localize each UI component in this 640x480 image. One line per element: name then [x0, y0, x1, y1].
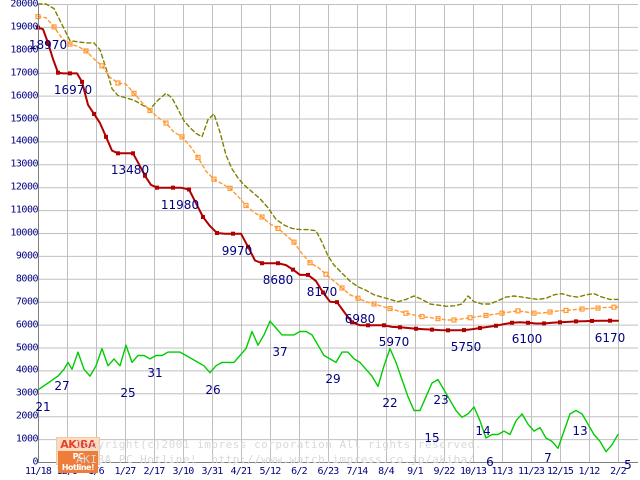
x-axis-tick: 9/1: [407, 466, 423, 477]
x-axis-tick: 4/21: [230, 466, 253, 477]
price-label: 16970: [53, 83, 93, 98]
x-axis-tick: 6/2: [291, 466, 307, 477]
price-label: 6980: [344, 312, 376, 327]
series-shop-count: [37, 320, 619, 453]
x-axis-tick: 1/6: [88, 466, 104, 477]
y-axis-tick: 2000: [15, 410, 39, 422]
y-axis-tick: 19000: [10, 21, 38, 33]
y-axis-tick: 6000: [15, 319, 39, 331]
price-label: 18970: [28, 37, 68, 52]
x-axis-tick: 1/12: [578, 466, 601, 477]
grid-lines: [38, 4, 638, 463]
shop-count-label: 7: [544, 451, 552, 466]
y-axis-tick: 10000: [10, 227, 38, 239]
shop-count-label: 5: [624, 458, 632, 473]
price-label: 9970: [221, 243, 253, 258]
y-axis-tick: 17000: [10, 67, 38, 79]
x-axis-tick: 6/23: [317, 466, 340, 477]
x-axis-tick: 12/9: [56, 466, 79, 477]
y-axis-tick: 14000: [10, 135, 38, 147]
y-axis-tick: 8000: [15, 273, 39, 285]
price-label: 8680: [262, 273, 294, 288]
x-axis-tick: 1/27: [114, 466, 137, 477]
shop-count-label: 23: [433, 392, 449, 407]
series-lowest-price: [36, 25, 619, 333]
y-axis-tick: 0: [32, 456, 38, 468]
shop-count-label: 29: [325, 372, 341, 387]
y-axis-tick: 16000: [10, 90, 38, 102]
shop-count-label: 31: [147, 365, 163, 380]
series-highest-price: [37, 3, 619, 307]
y-axis-tick: 4000: [15, 364, 39, 376]
shop-count-label: 26: [205, 382, 221, 397]
y-axis-tick: 3000: [15, 387, 39, 399]
price-label: 13480: [110, 163, 150, 178]
shop-count-label: 21: [35, 399, 51, 414]
x-axis-tick: 2/17: [143, 466, 166, 477]
x-axis-tick: 7/14: [346, 466, 369, 477]
y-axis-tick: 9000: [15, 250, 39, 262]
x-axis-tick: 11/18: [24, 466, 52, 477]
x-axis-tick: 2/2: [610, 466, 626, 477]
shop-count-label: 14: [475, 423, 491, 438]
shop-count-label: 6: [486, 454, 494, 469]
y-axis-tick: 5000: [15, 342, 39, 353]
y-axis-tick: 11000: [10, 204, 38, 216]
y-axis-tick: 1000: [15, 433, 39, 445]
price-label: 6100: [511, 332, 543, 347]
price-label: 8170: [306, 284, 338, 299]
price-label: 6170: [594, 330, 626, 345]
x-axis-tick: 5/12: [259, 466, 282, 477]
x-axis-tick: 8/4: [378, 466, 394, 477]
price-label: 11980: [160, 197, 200, 212]
shop-count-label: 13: [572, 423, 588, 438]
y-axis-tick: 13000: [10, 158, 38, 170]
x-axis-tick: 3/10: [172, 466, 195, 477]
x-axis-tick: 11/23: [517, 466, 545, 477]
price-label: 5970: [378, 335, 410, 350]
x-axis-tick: 11/3: [491, 466, 514, 477]
price-label: 5750: [450, 340, 482, 355]
shop-count-label: 25: [120, 386, 136, 401]
y-axis-tick: 15000: [10, 113, 38, 124]
y-axis-tick: 18000: [10, 44, 38, 56]
series-average-price: [35, 13, 619, 323]
x-axis-tick: 12/15: [546, 466, 574, 477]
y-axis-tick: 7000: [15, 296, 39, 308]
shop-count-label: 27: [54, 379, 70, 394]
y-axis-tick: 12000: [10, 181, 38, 193]
shop-count-label: 15: [424, 430, 440, 445]
shop-count-label: 22: [382, 396, 398, 411]
x-axis-tick: 9/22: [433, 466, 456, 477]
shop-count-label: 37: [272, 344, 288, 359]
y-axis-tick: 20000: [10, 0, 38, 10]
x-axis-tick: 3/31: [201, 466, 224, 477]
x-axis-tick: 10/13: [459, 466, 487, 477]
